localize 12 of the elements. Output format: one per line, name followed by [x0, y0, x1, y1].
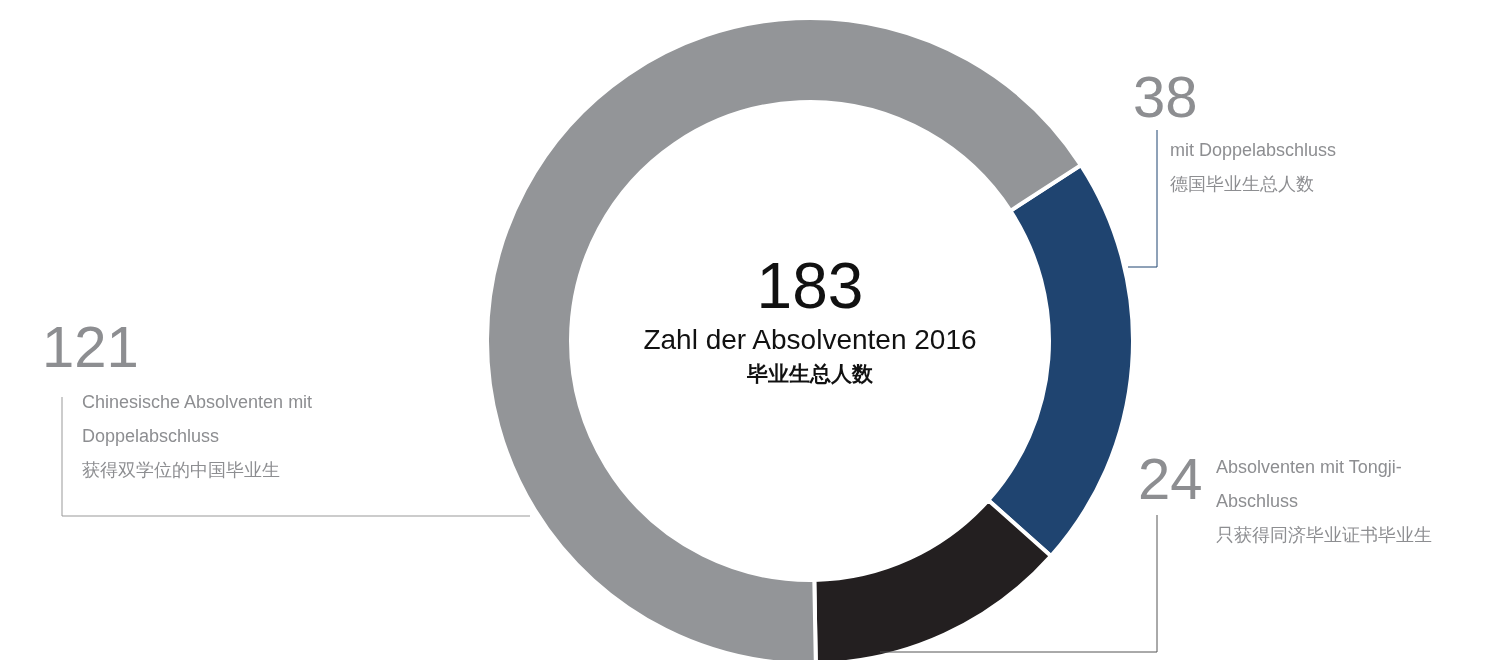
text: 德国毕业生总人数 [1170, 172, 1315, 196]
data-label: 121 [42, 314, 139, 379]
slice-label: Absolventen mit Tongji-Abschluss [1216, 456, 1403, 513]
text: 获得双学位的中国毕业生 [82, 458, 281, 482]
text: 只获得同济毕业证书毕业生 [1216, 523, 1433, 547]
slice-label: mit Doppelabschluss [1170, 139, 1338, 162]
text: 毕业生总人数 [746, 361, 874, 388]
data-label: 38 [1133, 64, 1198, 129]
text: Zahl der Absolventen 2016 [642, 323, 978, 357]
text: 183 [755, 250, 865, 322]
slice-label: Chinesische Absolventen mit Doppelabschluss [82, 391, 314, 448]
data-label: 24 [1138, 446, 1203, 511]
